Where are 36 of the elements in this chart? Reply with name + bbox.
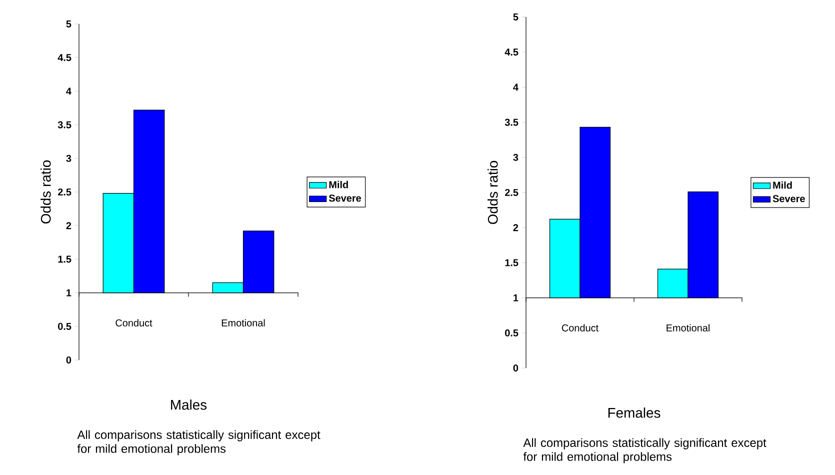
y-tick-label: 1.5	[505, 259, 518, 266]
y-tick-label: 2.5	[504, 188, 518, 196]
legend-label: Severe	[328, 194, 362, 202]
legend-label: Severe	[772, 195, 805, 202]
y-tick-label: 0	[513, 364, 518, 372]
y-tick-label: 3.5	[504, 118, 518, 126]
y-tick-label: 3.5	[58, 121, 72, 128]
y-tick-label: 4.5	[58, 54, 72, 62]
y-tick-label: 2	[66, 222, 72, 230]
y-tick-label: 3	[66, 154, 72, 162]
text: All comparisons statistically significant except for mild emotional problems	[77, 430, 320, 456]
text: Females	[608, 408, 660, 418]
y-tick-label: 1	[66, 289, 72, 296]
x-tick-label: Emotional	[222, 319, 265, 326]
text: Males	[171, 400, 207, 410]
y-tick-label: 4	[513, 84, 518, 91]
y-tick-label: 4	[66, 88, 72, 95]
y-tick-label: 2.5	[58, 188, 72, 196]
y-tick-label: 5	[513, 14, 518, 20]
legend-label: Mild	[329, 180, 348, 188]
y-tick-label: 0	[66, 356, 72, 364]
x-tick-label: Conduct	[562, 324, 598, 332]
x-tick-label: Conduct	[116, 319, 152, 326]
text: All comparisons statistically significant except for mild emotional problems	[523, 438, 766, 464]
y-axis-title: Odds ratio	[40, 160, 51, 224]
y-tick-label: 0.5	[505, 329, 518, 336]
y-tick-label: 2	[513, 224, 518, 232]
y-tick-label: 1.5	[58, 256, 72, 263]
y-tick-label: 4.5	[504, 48, 518, 56]
y-axis-title: Odds ratio	[488, 160, 498, 224]
y-tick-label: 3	[513, 154, 518, 161]
y-tick-label: 1	[514, 294, 518, 302]
y-tick-label: 5	[66, 20, 72, 28]
x-tick-label: Emotional	[666, 324, 710, 332]
y-tick-label: 0.5	[58, 322, 72, 330]
legend-label: Mild	[773, 181, 792, 189]
